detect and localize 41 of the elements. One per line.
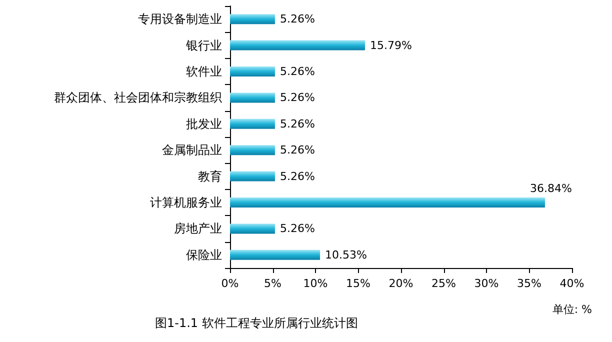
x-tick-label: 25% bbox=[432, 277, 456, 290]
y-tick-label: 房地产业 bbox=[174, 222, 222, 236]
bar bbox=[230, 40, 366, 50]
text: 单位: % bbox=[552, 303, 592, 316]
bar bbox=[230, 145, 275, 156]
data-label: 5.26% bbox=[280, 222, 315, 236]
x-tick-label: 40% bbox=[560, 277, 584, 290]
y-tick-label: 银行业 bbox=[185, 38, 222, 52]
y-tick-label: 金属制品业 bbox=[162, 143, 222, 158]
x-tick-label: 30% bbox=[474, 277, 499, 290]
y-tick-label: 批发业 bbox=[186, 116, 222, 131]
x-tick-label: 0% bbox=[221, 277, 239, 290]
x-tick-label: 10% bbox=[303, 277, 328, 290]
bar bbox=[230, 198, 545, 208]
x-tick-label: 15% bbox=[346, 277, 370, 290]
y-tick-label: 专用设备制造业 bbox=[138, 12, 222, 26]
bar bbox=[230, 118, 275, 129]
y-tick-label: 软件业 bbox=[186, 64, 222, 78]
data-label: 5.26% bbox=[280, 117, 315, 130]
x-tick-label: 35% bbox=[517, 277, 542, 290]
text: 图1-1.1 软件工程专业所属行业统计图 bbox=[155, 316, 358, 330]
data-label: 15.79% bbox=[370, 38, 412, 52]
data-label: 5.26% bbox=[280, 12, 315, 26]
bar bbox=[230, 14, 275, 24]
data-label: 5.26% bbox=[280, 65, 315, 78]
y-tick-label: 群众团体、社会团体和宗教组织 bbox=[54, 90, 222, 105]
data-label: 5.26% bbox=[280, 91, 315, 104]
bar bbox=[230, 92, 275, 103]
y-tick-label: 计算机服务业 bbox=[150, 196, 222, 210]
x-tick-label: 5% bbox=[264, 277, 282, 290]
data-label: 5.26% bbox=[280, 170, 315, 183]
bar bbox=[230, 171, 275, 182]
data-label: 10.53% bbox=[325, 248, 367, 262]
data-label: 5.26% bbox=[280, 144, 315, 157]
bar bbox=[230, 66, 275, 76]
y-tick-label: 保险业 bbox=[186, 248, 222, 262]
bar bbox=[230, 250, 320, 260]
y-tick-label: 教育 bbox=[198, 169, 222, 184]
bar bbox=[230, 224, 275, 234]
x-tick-label: 20% bbox=[388, 277, 414, 290]
data-label: 36.84% bbox=[530, 182, 572, 195]
